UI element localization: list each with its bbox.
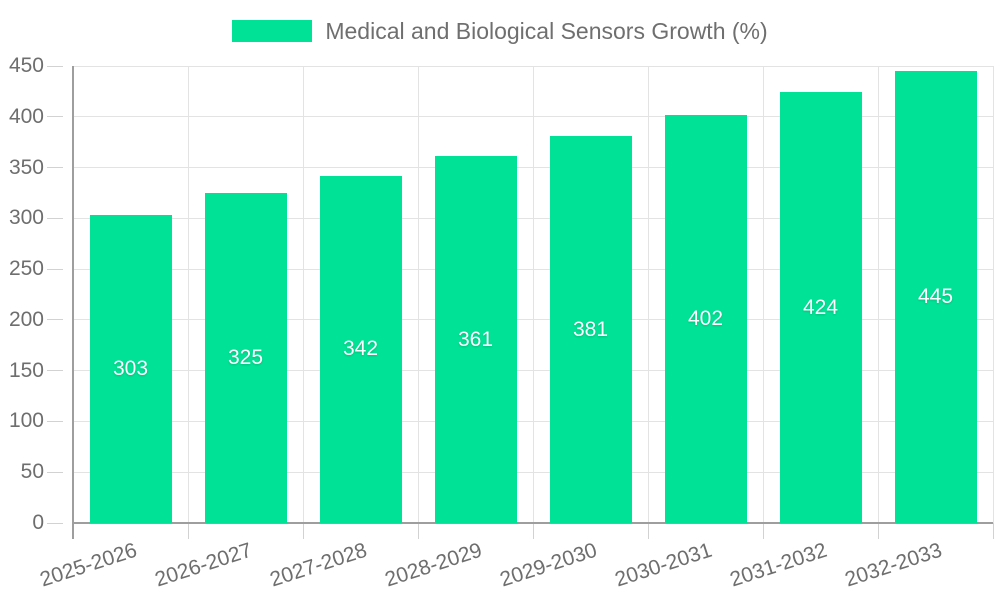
- x-axis-tick: [992, 523, 994, 539]
- x-axis-tick: [877, 523, 879, 539]
- bar-value-label: 402: [687, 306, 724, 330]
- x-axis-tick: [187, 523, 189, 539]
- bar-value-label: 424: [802, 295, 839, 319]
- bar[interactable]: 342: [319, 175, 402, 523]
- y-axis-line: [72, 66, 74, 539]
- y-axis-tick-label: 350: [8, 155, 44, 179]
- bar-value-label: 303: [112, 357, 149, 381]
- x-axis-tick: [647, 523, 649, 539]
- x-axis-tick: [532, 523, 534, 539]
- bar[interactable]: 303: [89, 215, 172, 523]
- y-axis-tick: [47, 522, 63, 524]
- x-axis-category-label: 2032-2033: [842, 538, 945, 592]
- v-gridline: [187, 66, 189, 523]
- v-gridline: [417, 66, 419, 523]
- bar[interactable]: 381: [549, 136, 632, 523]
- x-axis-category-label: 2028-2029: [382, 538, 485, 592]
- x-axis-category-label: 2031-2032: [727, 538, 830, 592]
- y-axis-tick-label: 100: [8, 409, 44, 433]
- v-gridline: [302, 66, 304, 523]
- y-axis-tick: [47, 116, 63, 118]
- x-axis-category-label: 2029-2030: [497, 538, 600, 592]
- x-axis-category-label: 2030-2031: [612, 538, 715, 592]
- x-axis-tick: [762, 523, 764, 539]
- y-axis-tick: [47, 370, 63, 372]
- v-gridline: [647, 66, 649, 523]
- bar[interactable]: 361: [434, 156, 517, 523]
- bar[interactable]: 424: [779, 92, 862, 523]
- y-axis-tick: [47, 471, 63, 473]
- bar-value-label: 325: [227, 345, 264, 369]
- y-axis-tick-label: 400: [8, 104, 44, 128]
- x-axis-category-label: 2025-2026: [37, 538, 140, 592]
- v-gridline: [877, 66, 879, 523]
- y-axis-tick-label: 150: [8, 358, 44, 382]
- bar[interactable]: 325: [204, 192, 287, 523]
- bar-value-label: 381: [572, 317, 609, 341]
- x-axis-line: [73, 522, 993, 524]
- y-axis-tick-label: 0: [32, 511, 44, 534]
- y-axis-tick-label: 450: [8, 54, 44, 77]
- bar-value-label: 342: [342, 337, 379, 361]
- y-axis-tick-label: 300: [8, 206, 44, 230]
- x-axis-category-label: 2026-2027: [152, 538, 255, 592]
- legend-swatch: [232, 20, 313, 42]
- y-axis-tick: [47, 319, 63, 321]
- y-axis-tick: [47, 167, 63, 169]
- x-axis-category-label: 2027-2028: [267, 538, 370, 592]
- y-axis-tick: [47, 217, 63, 219]
- x-axis-tick: [417, 523, 419, 539]
- v-gridline: [532, 66, 534, 523]
- y-axis-tick: [47, 268, 63, 270]
- v-gridline: [762, 66, 764, 523]
- legend-item[interactable]: Medical and Biological Sensors Growth (%…: [0, 18, 1000, 44]
- x-axis-tick: [302, 523, 304, 539]
- y-axis-tick-label: 250: [8, 257, 44, 281]
- legend-label: Medical and Biological Sensors Growth (%…: [325, 18, 768, 44]
- v-gridline: [992, 66, 994, 523]
- y-axis-tick: [47, 420, 63, 422]
- bar[interactable]: 445: [894, 71, 977, 523]
- bar[interactable]: 402: [664, 114, 747, 523]
- bar-value-label: 445: [917, 285, 954, 309]
- bar-value-label: 361: [457, 327, 494, 351]
- y-axis-tick-label: 200: [8, 307, 44, 331]
- y-axis-tick-label: 50: [20, 460, 44, 484]
- y-axis-tick: [47, 65, 63, 67]
